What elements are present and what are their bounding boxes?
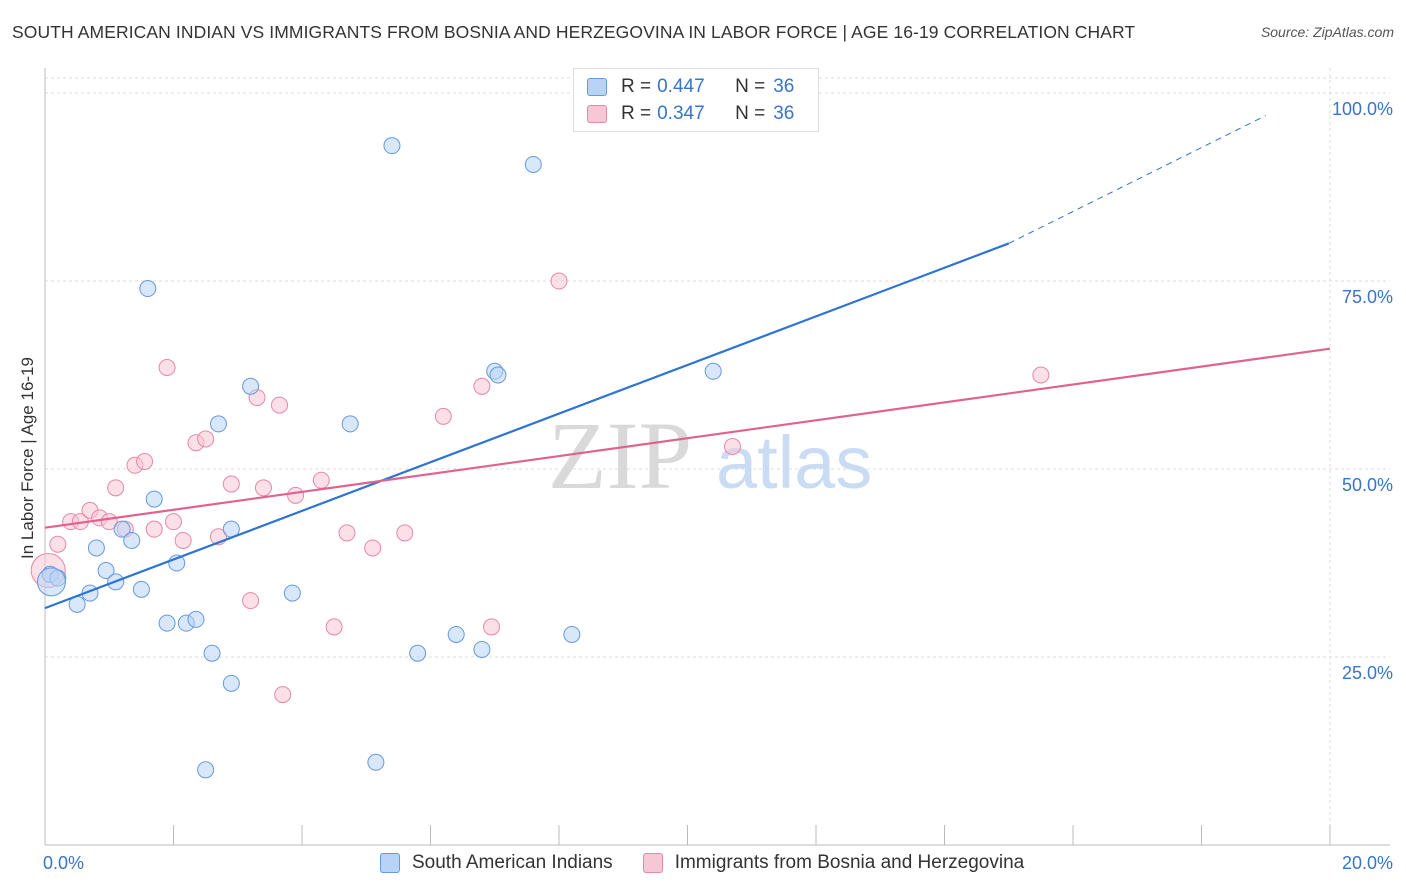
blue-point [187, 610, 205, 628]
blue-points [36, 84, 761, 779]
blue-point [283, 584, 301, 602]
pink-point [158, 359, 176, 377]
axes [44, 68, 1390, 846]
n-value: 36 [773, 76, 795, 97]
blue-point [383, 137, 401, 155]
blue-point [87, 539, 105, 557]
legend-label: Immigrants from Bosnia and Herzegovina [674, 852, 1025, 873]
pink-point [287, 486, 305, 504]
pink-point [274, 686, 292, 704]
r-value: 0.447 [657, 76, 705, 97]
y-axis-label: In Labor Force | Age 16-19 [18, 357, 37, 559]
legend-row-blue: R = 0.447 N = 36 [587, 75, 794, 99]
pink-point [242, 592, 260, 610]
blue-point [197, 761, 215, 779]
pink-point [174, 531, 192, 549]
y-tick-label: 100.0% [1332, 99, 1393, 119]
blue-point [36, 567, 66, 597]
pink-point [364, 539, 382, 557]
pink-point [473, 377, 491, 395]
y-tick-label: 25.0% [1342, 663, 1393, 683]
pink-point [396, 524, 414, 542]
blue-point [203, 644, 221, 662]
pink-point [1032, 366, 1050, 384]
x-tick-label: 0.0% [43, 853, 84, 873]
blue-point [222, 674, 240, 692]
series-legend: South American Indians Immigrants from B… [380, 852, 1054, 874]
blue-point [145, 490, 163, 508]
pink-point [49, 535, 67, 553]
n-label: N = [735, 76, 766, 97]
blue-point [132, 580, 150, 598]
pink-point [434, 407, 452, 425]
blue-point [524, 155, 542, 173]
blue-point [367, 753, 385, 771]
legend-row-pink: R = 0.347 N = 36 [587, 102, 794, 126]
pink-swatch [587, 105, 607, 123]
correlation-legend: R = 0.447 N = 36 R = 0.347 N = 36 [573, 68, 819, 132]
pink-point [222, 475, 240, 493]
pink-point [197, 430, 215, 448]
blue-point [242, 377, 260, 395]
blue-point [97, 562, 115, 580]
n-value: 36 [773, 103, 795, 124]
pink-point [254, 479, 272, 497]
blue-point [409, 644, 427, 662]
legend-item-bosnia-immigrants: Immigrants from Bosnia and Herzegovina [642, 852, 1025, 874]
source-label: Source: ZipAtlas.com [1260, 24, 1394, 40]
pink-point [338, 524, 356, 542]
pink-point [145, 520, 163, 538]
trend-lines [44, 115, 1331, 610]
y-tick-label: 50.0% [1342, 475, 1393, 495]
pink-point [107, 479, 125, 497]
watermark-zip: ZIP [548, 402, 692, 509]
blue-point [341, 415, 359, 433]
r-label: R = [621, 103, 652, 124]
pink-point [271, 396, 289, 414]
pink-point [483, 618, 501, 636]
pink-trend-line [44, 347, 1331, 529]
blue-point [563, 625, 581, 643]
r-value: 0.347 [657, 103, 705, 124]
blue-trend-line [44, 242, 1010, 610]
pink-point [165, 513, 182, 531]
n-label: N = [735, 103, 766, 124]
blue-point [704, 362, 722, 380]
blue-swatch [380, 853, 400, 873]
blue-point [473, 640, 491, 658]
blue-point [447, 625, 465, 643]
blue-swatch [587, 78, 607, 96]
tick-labels: 25.0% 50.0% 75.0% 100.0% 0.0% 20.0% [43, 99, 1393, 873]
blue-point [209, 415, 227, 433]
blue-trend-extension [1008, 115, 1266, 244]
pink-point [723, 437, 741, 455]
legend-label: South American Indians [412, 852, 613, 873]
r-label: R = [621, 76, 652, 97]
x-tick-label: 20.0% [1342, 853, 1393, 873]
blue-point [113, 520, 131, 538]
pink-point [550, 272, 568, 290]
y-tick-label: 75.0% [1342, 287, 1393, 307]
pink-point [312, 471, 330, 489]
watermark-atlas: atlas [716, 421, 872, 504]
pink-points [30, 272, 1050, 704]
pink-point [136, 453, 154, 470]
legend-item-south-american-indians: South American Indians [380, 852, 613, 874]
blue-point [158, 614, 176, 632]
blue-point [123, 531, 141, 549]
blue-point [489, 366, 507, 384]
pink-swatch [642, 853, 663, 873]
blue-point [139, 280, 157, 298]
chart-title: SOUTH AMERICAN INDIAN VS IMMIGRANTS FROM… [12, 22, 1136, 42]
watermark: ZIP atlas [548, 402, 872, 509]
pink-point [325, 618, 343, 636]
